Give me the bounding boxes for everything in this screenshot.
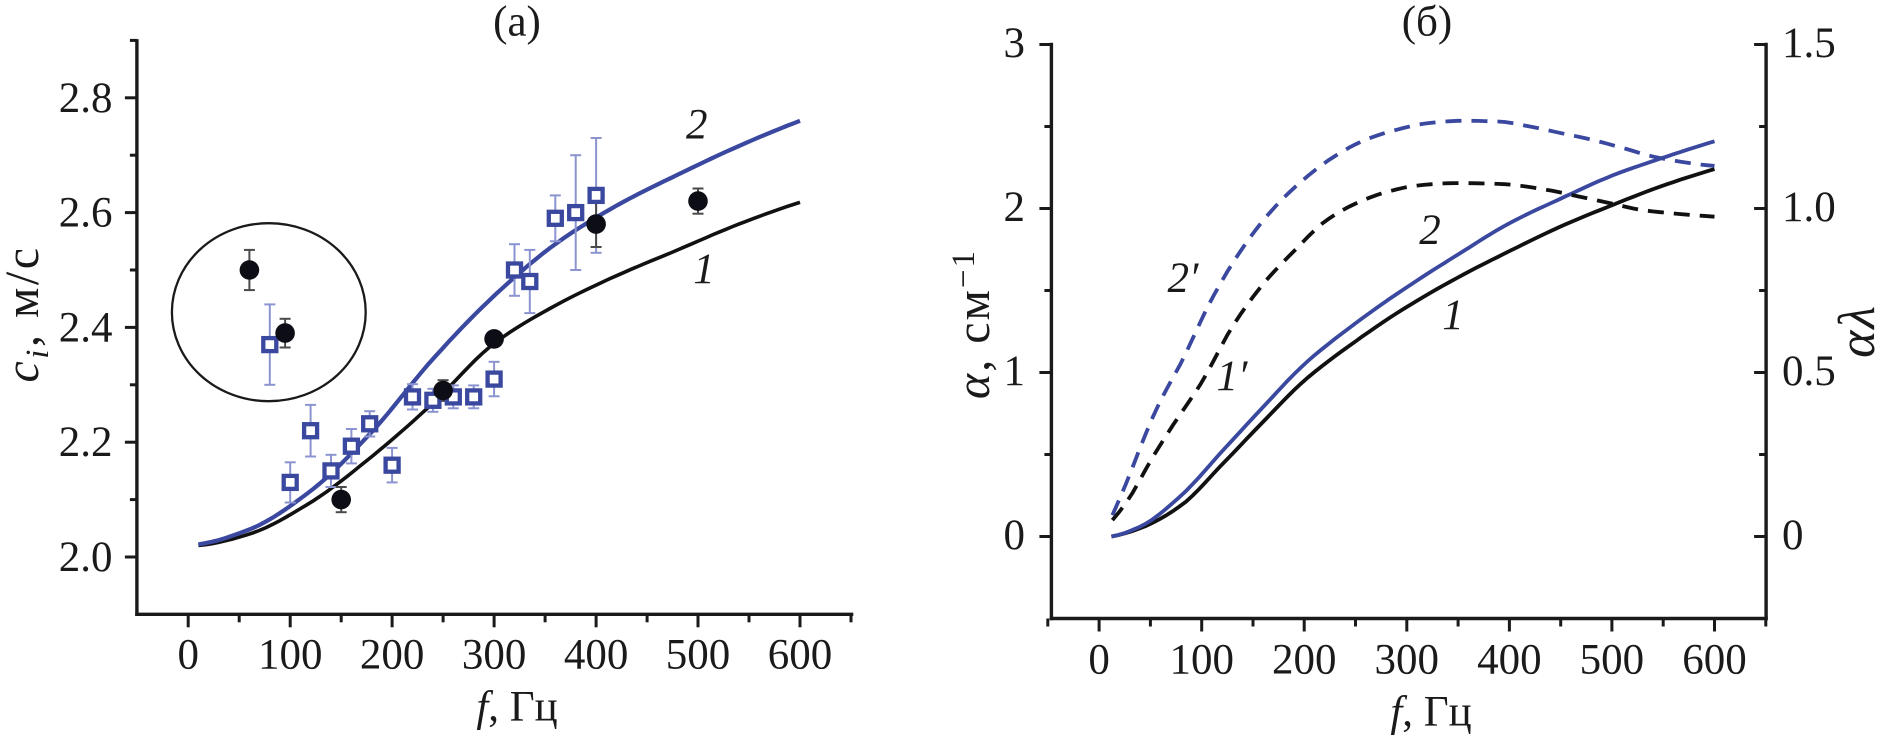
svg-text:0: 0 bbox=[177, 631, 199, 678]
svg-text:500: 500 bbox=[666, 631, 731, 678]
svg-text:0: 0 bbox=[1088, 637, 1110, 684]
svg-text:1.5: 1.5 bbox=[1782, 20, 1836, 67]
svg-text:400: 400 bbox=[564, 631, 629, 678]
svg-text:2.0: 2.0 bbox=[59, 534, 113, 581]
svg-text:2: 2 bbox=[1004, 184, 1026, 231]
svg-text:3: 3 bbox=[1004, 20, 1026, 67]
svg-text:600: 600 bbox=[1682, 637, 1747, 684]
svg-text:500: 500 bbox=[1580, 637, 1645, 684]
svg-text:2′: 2′ bbox=[1168, 255, 1200, 302]
svg-text:200: 200 bbox=[1272, 637, 1337, 684]
svg-text:1: 1 bbox=[1004, 348, 1026, 395]
svg-text:1.0: 1.0 bbox=[1782, 184, 1836, 231]
svg-text:200: 200 bbox=[360, 631, 425, 678]
svg-text:300: 300 bbox=[1375, 637, 1440, 684]
svg-text:2.2: 2.2 bbox=[59, 419, 113, 466]
svg-text:ci, м/с: ci, м/с bbox=[0, 246, 56, 383]
svg-text:1: 1 bbox=[1442, 292, 1464, 339]
svg-text:600: 600 bbox=[768, 631, 833, 678]
svg-text:α, см−1: α, см−1 bbox=[946, 249, 1000, 399]
svg-text:2: 2 bbox=[686, 102, 708, 149]
svg-text:2.4: 2.4 bbox=[59, 304, 113, 351]
svg-text:f, Гц: f, Гц bbox=[476, 684, 557, 731]
svg-text:100: 100 bbox=[1169, 637, 1234, 684]
svg-text:2.8: 2.8 bbox=[59, 75, 113, 122]
svg-text:0: 0 bbox=[1004, 512, 1026, 559]
svg-text:f, Гц: f, Гц bbox=[1390, 689, 1471, 736]
svg-text:0: 0 bbox=[1782, 512, 1804, 559]
svg-text:(а): (а) bbox=[493, 0, 541, 45]
svg-text:1′: 1′ bbox=[1217, 353, 1249, 400]
svg-text:300: 300 bbox=[462, 631, 527, 678]
svg-text:(б): (б) bbox=[1402, 0, 1453, 45]
svg-text:1: 1 bbox=[693, 246, 715, 293]
svg-text:100: 100 bbox=[258, 631, 323, 678]
svg-text:2.6: 2.6 bbox=[59, 190, 113, 237]
svg-text:0.5: 0.5 bbox=[1782, 348, 1836, 395]
svg-text:2: 2 bbox=[1419, 207, 1441, 254]
svg-text:αλ: αλ bbox=[1829, 304, 1878, 358]
svg-text:400: 400 bbox=[1477, 637, 1542, 684]
